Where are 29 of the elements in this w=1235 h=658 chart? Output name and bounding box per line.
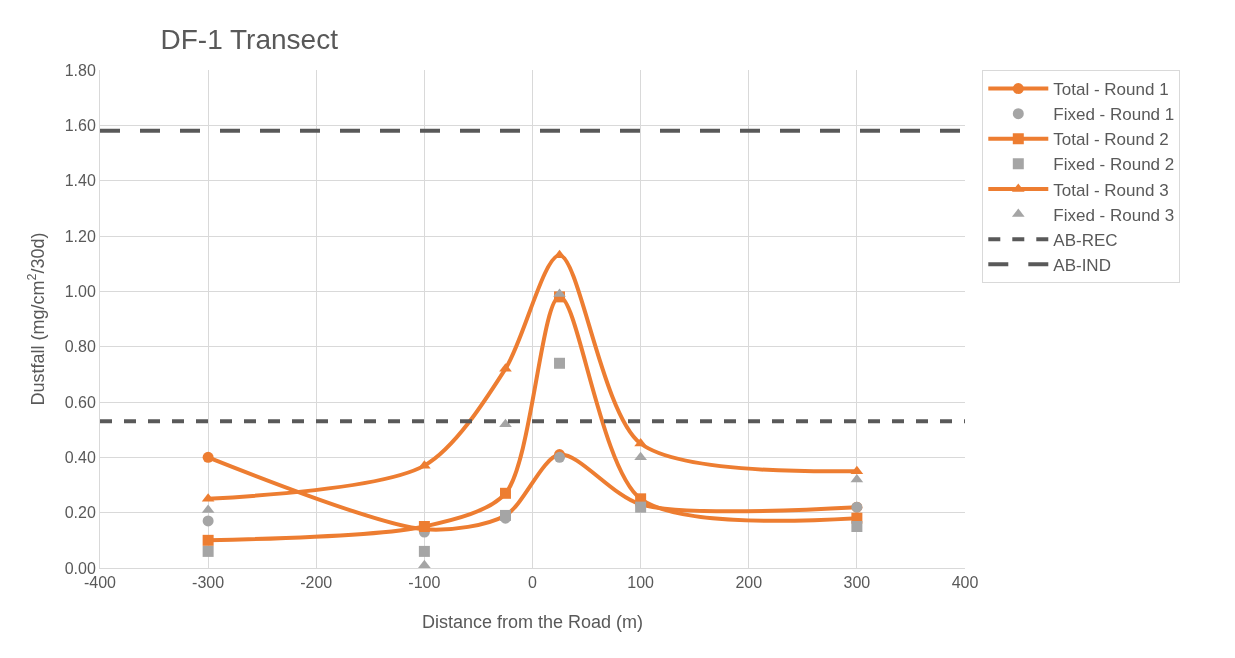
legend-label: Total - Round 2 (1053, 130, 1169, 150)
legend-label: Total - Round 3 (1053, 180, 1169, 200)
legend-label: Fixed - Round 2 (1053, 155, 1175, 175)
legend-label: Total - Round 1 (1053, 80, 1169, 100)
y-tick-label: 0.60 (64, 393, 96, 411)
x-axis-title: Distance from the Road (m) (421, 612, 644, 633)
y-tick-label: 1.60 (64, 116, 96, 134)
x-tick-label: -100 (408, 574, 441, 592)
chart-title: DF-1 Transect (160, 24, 339, 56)
x-tick-label: 200 (735, 574, 763, 592)
legend-label: Fixed - Round 3 (1053, 205, 1175, 225)
x-tick-label: 300 (843, 574, 871, 592)
y-tick-label: 0.00 (64, 559, 96, 577)
x-tick-label: -300 (192, 574, 225, 592)
y-tick-label: 1.40 (64, 172, 96, 190)
x-tick-label: 100 (627, 574, 655, 592)
y-tick-label: 1.00 (64, 282, 96, 300)
y-tick-label: 1.20 (64, 227, 96, 245)
x-tick-label: 400 (951, 574, 979, 592)
legend-label: AB-REC (1053, 230, 1118, 250)
x-tick-label: -400 (83, 574, 117, 592)
legend-label: Fixed - Round 1 (1053, 105, 1175, 125)
legend-label: AB-IND (1053, 255, 1111, 275)
y-tick-label: 0.80 (64, 338, 96, 356)
y-tick-label: 0.20 (64, 504, 96, 522)
y-tick-label: 0.40 (64, 448, 96, 466)
x-tick-label: 0 (528, 574, 538, 592)
y-tick-label: 1.80 (64, 61, 96, 79)
x-tick-label: -200 (300, 574, 333, 592)
